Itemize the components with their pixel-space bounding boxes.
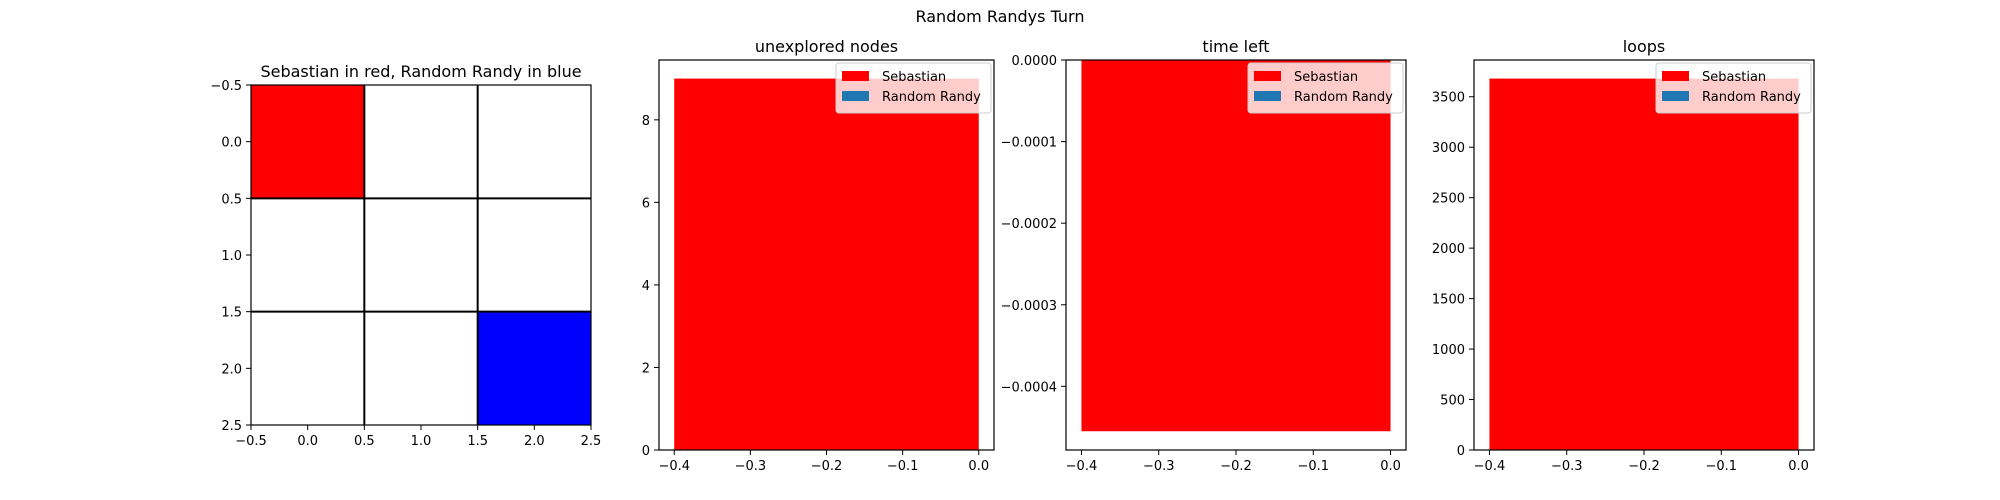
board-cell-1-2 (477, 198, 591, 312)
legend-swatch (1254, 71, 1281, 81)
board-ytick-label: 2.5 (221, 419, 242, 434)
legend-box (1655, 62, 1812, 114)
xtick-label: −0.3 (735, 459, 767, 474)
board-cell-2-0 (251, 311, 365, 425)
ytick-label: −0.0003 (1001, 299, 1057, 314)
legend: Sebastian Random Randy (835, 62, 992, 114)
bar-sebastian (1081, 60, 1391, 432)
board-ytick-label: −0.5 (210, 79, 242, 94)
bar-panel-2: time left −0.4 −0.3 −0.2 −0.1 0.0 0.0000 −0.000… (1001, 37, 1407, 474)
ytick-label: −0.0002 (1001, 217, 1057, 232)
xtick-label: −0.1 (887, 459, 919, 474)
ytick-label: 6 (642, 196, 650, 211)
xtick-label: 0.0 (1380, 459, 1401, 474)
ytick-label: 4 (642, 279, 650, 294)
legend-box (835, 62, 992, 114)
legend-swatch (842, 71, 869, 81)
ytick-label: 3000 (1432, 141, 1465, 156)
legend-label: Random Randy (882, 90, 981, 105)
bar-panel-1: unexplored nodes −0.4 −0.3 −0.2 −0.1 0.0 0 2 4 6 8… (642, 37, 995, 474)
xtick-label: −0.3 (1143, 459, 1175, 474)
ytick-label: 0 (642, 444, 650, 459)
board-xtick-label: 1.5 (467, 434, 488, 449)
board-xtick-label: 0.0 (297, 434, 318, 449)
bar-sebastian (674, 78, 979, 451)
board-cell-0-0 (251, 85, 365, 199)
xtick-label: −0.4 (1066, 459, 1098, 474)
board-ytick-label: 0.0 (221, 136, 242, 151)
board-cell-0-1 (364, 85, 478, 199)
board-ytick-label: 0.5 (221, 192, 242, 207)
board-xtick-label: 0.5 (354, 434, 375, 449)
xtick-label: 0.0 (968, 459, 989, 474)
board-xtick-label: 1.0 (411, 434, 432, 449)
board-xtick-label: 2.0 (524, 434, 545, 449)
xtick-label: −0.2 (1628, 459, 1660, 474)
legend: Sebastian Random Randy (1655, 62, 1812, 114)
board-cell-0-2 (477, 85, 591, 199)
board-ytick-label: 1.5 (221, 306, 242, 321)
legend-label: Random Randy (1702, 90, 1801, 105)
ytick-label: 2500 (1432, 192, 1465, 207)
board-cell-1-1 (364, 198, 478, 312)
ytick-label: 2 (642, 361, 650, 376)
legend-box (1247, 62, 1404, 114)
ytick-label: 3500 (1432, 91, 1465, 106)
plot-title: loops (1623, 37, 1666, 56)
legend-label: Random Randy (1294, 90, 1393, 105)
xtick-label: −0.4 (1474, 459, 1506, 474)
bar-sebastian (1489, 78, 1799, 451)
bar-panel-3: loops −0.4 −0.3 −0.2 −0.1 0.0 0 500 1000 1500 2000… (1432, 37, 1815, 474)
board-cell-2-1 (364, 311, 478, 425)
board-xtick-label: −0.5 (235, 434, 267, 449)
board-panel: Sebastian in red, Random Randy in blue −0… (210, 62, 601, 449)
charts-group: Sebastian in red, Random Randy in blue −0… (210, 37, 1815, 474)
ytick-label: 2000 (1432, 242, 1465, 257)
board-xtick-label: 2.5 (581, 434, 602, 449)
xtick-label: 0.0 (1788, 459, 1809, 474)
plot-title: time left (1202, 37, 1269, 56)
ytick-label: −0.0004 (1001, 380, 1057, 395)
xtick-label: −0.1 (1705, 459, 1737, 474)
legend-label: Sebastian (1294, 70, 1358, 85)
board-ytick-label: 1.0 (221, 249, 242, 264)
board-cell-2-2 (477, 311, 591, 425)
ytick-label: 8 (642, 114, 650, 129)
legend: Sebastian Random Randy (1247, 62, 1404, 114)
xtick-label: −0.2 (811, 459, 843, 474)
legend-swatch (1662, 71, 1689, 81)
xtick-label: −0.3 (1551, 459, 1583, 474)
ytick-label: −0.0001 (1001, 136, 1057, 151)
legend-swatch (1662, 91, 1689, 101)
ytick-label: 0 (1457, 444, 1465, 459)
legend-label: Sebastian (882, 70, 946, 85)
ytick-label: 1000 (1432, 343, 1465, 358)
board-ytick-label: 2.0 (221, 362, 242, 377)
ytick-label: 500 (1440, 394, 1465, 409)
xtick-label: −0.2 (1220, 459, 1252, 474)
board-cell-1-0 (251, 198, 365, 312)
legend-swatch (842, 91, 869, 101)
ytick-label: 1500 (1432, 293, 1465, 308)
ytick-label: 0.0000 (1012, 54, 1058, 69)
xtick-label: −0.1 (1297, 459, 1329, 474)
legend-label: Sebastian (1702, 70, 1766, 85)
legend-swatch (1254, 91, 1281, 101)
xtick-label: −0.4 (658, 459, 690, 474)
board-title: Sebastian in red, Random Randy in blue (260, 62, 581, 81)
figure-title: Random Randys Turn (915, 7, 1084, 26)
plot-title: unexplored nodes (755, 37, 898, 56)
